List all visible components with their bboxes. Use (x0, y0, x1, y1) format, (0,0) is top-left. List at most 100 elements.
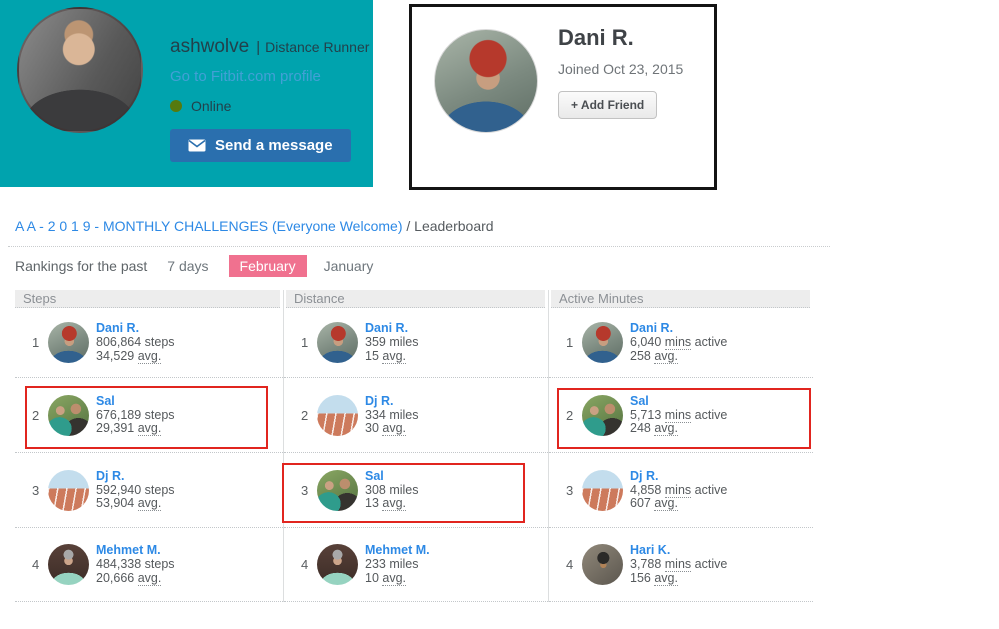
mehmet-avatar[interactable] (48, 544, 89, 585)
member-info: Dj R. 592,940 steps 53,904 avg. (96, 468, 175, 512)
member-info: Hari K. 3,788 mins active 156 avg. (630, 543, 728, 586)
breadcrumb-group-link[interactable]: A A - 2 0 1 9 - MONTHLY CHALLENGES (Ever… (15, 218, 403, 234)
member-name-link[interactable]: Dani R. (96, 321, 140, 336)
divider (8, 246, 830, 247)
member-info: Dj R. 334 miles 30 avg. (365, 393, 419, 437)
breadcrumb: A A - 2 0 1 9 - MONTHLY CHALLENGES (Ever… (15, 218, 494, 234)
mehmet-avatar[interactable] (317, 544, 358, 585)
send-message-button[interactable]: Send a message (170, 129, 351, 162)
period-tab-february[interactable]: February (228, 255, 307, 277)
member-name-link[interactable]: Dani R. (630, 321, 674, 336)
online-status-label: Online (191, 98, 232, 114)
online-status-dot-icon (170, 100, 182, 112)
dani-avatar[interactable] (434, 29, 538, 133)
dj-avatar[interactable] (317, 394, 358, 436)
fitbit-profile-link[interactable]: Go to Fitbit.com profile (170, 68, 321, 85)
rank-number: 2 (301, 407, 309, 423)
leaderboard-cell: 2 Sal 5,713 mins active 248 avg. (549, 377, 813, 452)
sal-avatar[interactable] (317, 469, 358, 511)
leaderboard-cell: 1 Dani R. 359 miles 15 avg. (284, 308, 548, 377)
dj-avatar[interactable] (582, 469, 623, 511)
leaderboard-column: Active Minutes 1 Dani R. 6,040 mins acti… (548, 290, 813, 602)
member-info: Mehmet M. 233 miles 10 avg. (365, 543, 430, 586)
add-friend-label: Add Friend (580, 98, 645, 112)
metric-average: 34,529 avg. (96, 348, 162, 364)
metric-average: 258 avg. (630, 348, 678, 364)
member-name-link[interactable]: Mehmet M. (365, 543, 430, 558)
member-info: Dani R. 806,864 steps 34,529 avg. (96, 321, 175, 364)
rank-number: 4 (32, 557, 40, 572)
dj-avatar[interactable] (48, 469, 89, 511)
period-tab-7-days[interactable]: 7 days (167, 258, 209, 274)
leaderboard-table: Steps 1 Dani R. 806,864 steps 34,529 avg… (15, 290, 813, 602)
leaderboard-cell: 1 Dani R. 806,864 steps 34,529 avg. (15, 308, 283, 377)
metric-value: 6,040 mins active (630, 335, 728, 351)
metric-value: 3,788 mins active (630, 557, 728, 573)
metric-average: 607 avg. (630, 496, 678, 512)
leaderboard-cell: 4 Hari K. 3,788 mins active 156 avg. (549, 527, 813, 602)
metric-average: 13 avg. (365, 496, 407, 512)
rank-number: 2 (566, 407, 574, 423)
breadcrumb-separator: / (406, 218, 411, 234)
rankings-label: Rankings for the past (15, 258, 148, 274)
metric-value: 806,864 steps (96, 335, 175, 350)
column-header: Active Minutes (551, 290, 810, 308)
member-name-link[interactable]: Dj R. (365, 393, 394, 408)
plus-icon: + (571, 98, 579, 112)
rank-number: 3 (32, 482, 40, 498)
name-title-separator: | (256, 39, 261, 56)
rank-number: 2 (32, 407, 40, 423)
metric-average: 10 avg. (365, 570, 407, 586)
metric-average: 15 avg. (365, 348, 407, 364)
metric-average: 248 avg. (630, 421, 678, 437)
rank-number: 3 (566, 482, 574, 498)
metric-value: 5,713 mins active (630, 407, 728, 423)
dani-avatar[interactable] (48, 322, 89, 363)
rankings-period-bar: Rankings for the past 7 days February Ja… (15, 255, 393, 277)
member-info: Dani R. 359 miles 15 avg. (365, 321, 419, 364)
metric-average: 53,904 avg. (96, 496, 162, 512)
column-header: Distance (286, 290, 545, 308)
rank-number: 1 (566, 335, 574, 350)
hari-avatar[interactable] (582, 544, 623, 585)
rank-number: 3 (301, 482, 309, 498)
user-title: Distance Runner (265, 39, 370, 55)
leaderboard-cell: 1 Dani R. 6,040 mins active 258 avg. (549, 308, 813, 377)
metric-average: 20,666 avg. (96, 570, 162, 586)
metric-average: 29,391 avg. (96, 421, 162, 437)
leaderboard-cell: 3 Dj R. 4,858 mins active 607 avg. (549, 452, 813, 527)
member-name-link[interactable]: Sal (365, 468, 384, 483)
member-name-link[interactable]: Mehmet M. (96, 543, 161, 558)
member-name-link[interactable]: Dj R. (630, 468, 659, 483)
online-status: Online (170, 98, 369, 114)
member-info: Sal 308 miles 13 avg. (365, 468, 419, 512)
member-info: Sal 5,713 mins active 248 avg. (630, 393, 728, 437)
member-name-link[interactable]: Dj R. (96, 468, 125, 483)
rank-number: 4 (301, 557, 309, 572)
metric-value: 676,189 steps (96, 407, 175, 422)
member-name-link[interactable]: Sal (96, 393, 115, 408)
dani-avatar[interactable] (317, 322, 358, 363)
metric-average: 30 avg. (365, 421, 407, 437)
member-name-link[interactable]: Dani R. (365, 321, 409, 336)
sal-avatar[interactable] (48, 394, 89, 436)
member-name-link[interactable]: Sal (630, 393, 649, 408)
add-friend-button[interactable]: + Add Friend (558, 91, 658, 119)
sal-avatar[interactable] (582, 394, 623, 436)
member-card-joined: Joined Oct 23, 2015 (558, 61, 684, 77)
metric-value: 308 miles (365, 482, 419, 497)
leaderboard-cell: 2 Dj R. 334 miles 30 avg. (284, 377, 548, 452)
rank-number: 4 (566, 557, 574, 572)
dani-avatar[interactable] (582, 322, 623, 363)
metric-value: 334 miles (365, 407, 419, 422)
profile-banner-info: ashwolve | Distance Runner Go to Fitbit.co… (170, 36, 369, 162)
metric-value: 4,858 mins active (630, 482, 728, 498)
ashwolve-avatar (17, 7, 143, 133)
leaderboard-cell: 4 Mehmet M. 484,338 steps 20,666 avg. (15, 527, 283, 602)
member-hover-card: Dani R. Joined Oct 23, 2015 + Add Friend (409, 4, 717, 190)
period-tab-january[interactable]: January (323, 258, 374, 274)
leaderboard-cell: 3 Sal 308 miles 13 avg. (284, 452, 548, 527)
metric-average: 156 avg. (630, 570, 678, 586)
envelope-icon (188, 139, 206, 152)
member-name-link[interactable]: Hari K. (630, 543, 671, 558)
